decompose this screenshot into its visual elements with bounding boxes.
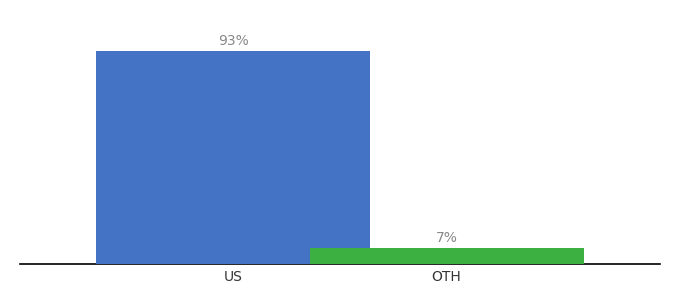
Bar xyxy=(309,248,583,264)
Text: 7%: 7% xyxy=(436,231,458,244)
Text: 93%: 93% xyxy=(218,34,249,48)
Bar xyxy=(97,51,371,264)
